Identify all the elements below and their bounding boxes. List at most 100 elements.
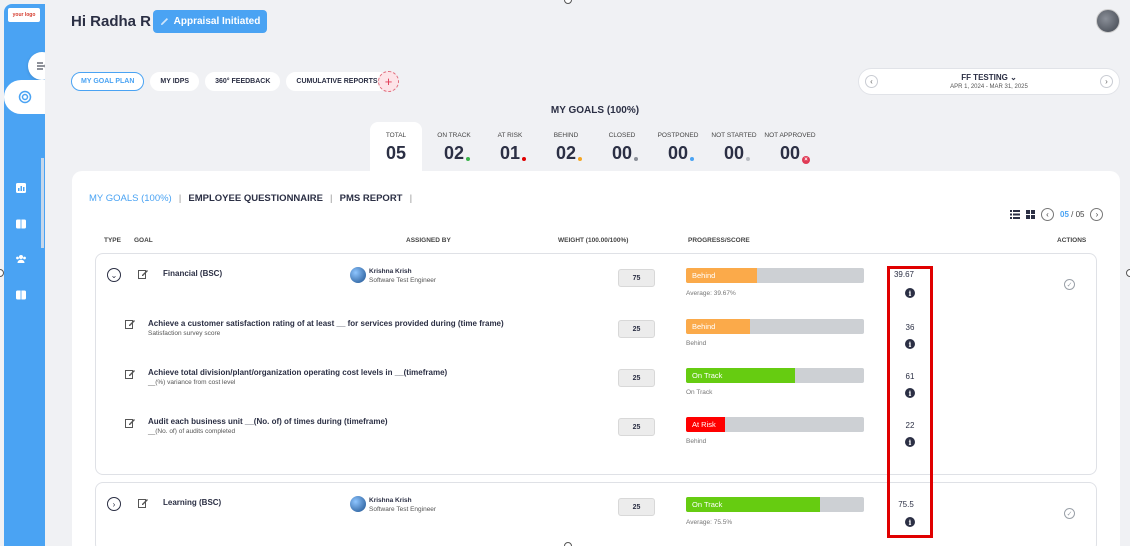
period-selector[interactable]: ‹ FF TESTING ⌄ APR 1, 2024 - MAR 31, 202… bbox=[858, 68, 1120, 95]
period-name[interactable]: FF TESTING ⌄ bbox=[961, 73, 1017, 82]
progress-status: At Risk bbox=[692, 420, 716, 429]
stat-on-track[interactable]: ON TRACK 02 bbox=[437, 132, 471, 163]
progress-bar: At Risk bbox=[686, 417, 864, 432]
progress-status: On Track bbox=[692, 371, 723, 380]
tab-360-feedback[interactable]: 360° FEEDBACK bbox=[205, 72, 281, 91]
status-dot bbox=[690, 157, 695, 161]
company-logo: your logo bbox=[8, 8, 40, 22]
goals-card: MY GOALS (100%) | EMPLOYEE QUESTIONNAIRE |… bbox=[72, 171, 1120, 546]
period-dates: APR 1, 2024 - MAR 31, 2025 bbox=[950, 84, 1028, 90]
goal-type-icon bbox=[125, 370, 135, 379]
column-header-type: TYPE bbox=[104, 237, 121, 244]
status-dot bbox=[578, 157, 583, 161]
info-icon[interactable]: i bbox=[905, 437, 915, 447]
goal-title[interactable]: Achieve total division/plant/organizatio… bbox=[148, 368, 448, 377]
pager-prev-button[interactable]: ‹ bbox=[1041, 208, 1054, 221]
stat-behind[interactable]: BEHIND 02 bbox=[538, 122, 594, 174]
score-value: 39.67 bbox=[893, 270, 915, 279]
table-row[interactable]: Audit each business unit __(No. of) of t… bbox=[96, 405, 1096, 454]
stat-not-approved[interactable]: NOT APPROVED 00 × bbox=[764, 132, 816, 164]
tab-cumulative-reports[interactable]: CUMULATIVE REPORTS bbox=[286, 72, 388, 91]
expand-button[interactable]: › bbox=[107, 497, 121, 511]
goal-title[interactable]: Financial (BSC) bbox=[163, 269, 223, 278]
info-icon[interactable]: i bbox=[905, 288, 915, 298]
check-circle-icon[interactable]: ✓ bbox=[1064, 508, 1075, 519]
progress-caption: On Track bbox=[686, 389, 713, 396]
table-row[interactable]: ⌄ Financial (BSC) Krishna Krish Software… bbox=[96, 254, 1096, 306]
assignee-role: Software Test Engineer bbox=[369, 277, 437, 284]
list-view-icon[interactable] bbox=[1010, 210, 1020, 219]
goals-icon bbox=[18, 90, 31, 104]
table-row[interactable]: Achieve total division/plant/organizatio… bbox=[96, 356, 1096, 405]
weight-value: 75 bbox=[618, 269, 655, 287]
score-value: 36 bbox=[905, 323, 915, 332]
collapse-icon bbox=[37, 62, 48, 70]
resize-handle-bottom[interactable] bbox=[564, 542, 572, 546]
column-header-goal: GOAL bbox=[134, 237, 153, 244]
progress-caption: Behind bbox=[686, 340, 707, 347]
add-button[interactable]: + bbox=[378, 71, 399, 92]
book-icon[interactable] bbox=[15, 218, 27, 230]
assignee-name: Krishna Krish bbox=[369, 268, 412, 275]
score-value: 61 bbox=[905, 372, 915, 381]
goal-title[interactable]: Audit each business unit __(No. of) of t… bbox=[148, 417, 388, 426]
period-next-button[interactable]: › bbox=[1100, 75, 1113, 88]
pager-status: 05 / 05 bbox=[1060, 210, 1085, 219]
stat-total[interactable]: TOTAL 05 bbox=[370, 122, 422, 174]
subtab-pms-report[interactable]: PMS REPORT bbox=[339, 193, 403, 204]
period-prev-button[interactable]: ‹ bbox=[865, 75, 878, 88]
resize-handle-right[interactable] bbox=[1126, 269, 1130, 277]
tab-my-goal-plan[interactable]: MY GOAL PLAN bbox=[71, 72, 145, 91]
chart-icon[interactable] bbox=[15, 182, 27, 194]
progress-fill bbox=[686, 497, 821, 512]
goal-type-icon bbox=[138, 270, 148, 279]
status-dot bbox=[522, 157, 527, 161]
appraisal-status-label: Appraisal Initiated bbox=[173, 16, 261, 27]
user-avatar[interactable] bbox=[1096, 9, 1120, 33]
collapse-button[interactable]: ⌄ bbox=[107, 268, 121, 282]
view-tools: ‹ 05 / 05 › bbox=[1010, 208, 1104, 221]
info-icon[interactable]: i bbox=[905, 388, 915, 398]
book-open-icon[interactable] bbox=[15, 289, 27, 301]
subtab-my-goals[interactable]: MY GOALS (100%) bbox=[89, 193, 172, 204]
grid-view-icon[interactable] bbox=[1026, 210, 1035, 219]
info-icon[interactable]: i bbox=[905, 339, 915, 349]
weight-value: 25 bbox=[618, 320, 655, 338]
stat-postponed[interactable]: POSTPONED 00 bbox=[657, 132, 699, 163]
score-value: 75.5 bbox=[898, 500, 914, 509]
appraisal-status-button[interactable]: Appraisal Initiated bbox=[153, 10, 267, 33]
stat-at-risk[interactable]: AT RISK 01 bbox=[482, 122, 538, 174]
column-header-progress: PROGRESS/SCORE bbox=[688, 237, 750, 244]
assignee-avatar bbox=[350, 496, 366, 512]
greeting: Hi Radha R bbox=[71, 13, 152, 30]
sidebar-scrollbar[interactable] bbox=[41, 158, 44, 248]
table-row[interactable]: Achieve a customer satisfaction rating o… bbox=[96, 306, 1096, 356]
tab-my-idps[interactable]: MY IDPS bbox=[150, 72, 200, 91]
progress-status: Behind bbox=[692, 322, 716, 331]
status-dot bbox=[634, 157, 639, 161]
table-row[interactable]: › Learning (BSC) Krishna Krish Software … bbox=[96, 483, 1096, 545]
sidebar-item-goals[interactable] bbox=[4, 80, 45, 114]
chevron-right-icon: › bbox=[1105, 77, 1108, 86]
chevron-down-icon: ⌄ bbox=[1010, 73, 1017, 82]
subtab-employee-questionnaire[interactable]: EMPLOYEE QUESTIONNAIRE bbox=[188, 193, 323, 204]
assignee-avatar bbox=[350, 267, 366, 283]
info-icon[interactable]: i bbox=[905, 517, 915, 527]
status-dot bbox=[746, 157, 751, 161]
team-icon[interactable] bbox=[15, 253, 27, 265]
status-dot bbox=[466, 157, 471, 161]
goal-subtitle: Satisfaction survey score bbox=[148, 330, 221, 337]
stat-not-started[interactable]: NOT STARTED 00 bbox=[711, 132, 757, 163]
progress-status: Behind bbox=[692, 271, 716, 280]
progress-caption: Behind bbox=[686, 438, 707, 445]
pager-next-button[interactable]: › bbox=[1090, 208, 1104, 221]
chevron-right-icon: › bbox=[1095, 210, 1099, 219]
progress-bar: On Track bbox=[686, 497, 864, 512]
goal-title[interactable]: Achieve a customer satisfaction rating o… bbox=[148, 319, 504, 328]
main-content: Hi Radha R Appraisal Initiated MY GOAL P… bbox=[45, 0, 1130, 546]
stat-closed[interactable]: CLOSED 00 bbox=[594, 122, 650, 174]
goal-type-icon bbox=[125, 419, 135, 428]
goals-subtabs: MY GOALS (100%) | EMPLOYEE QUESTIONNAIRE |… bbox=[89, 193, 413, 204]
check-circle-icon[interactable]: ✓ bbox=[1064, 279, 1075, 290]
goal-title[interactable]: Learning (BSC) bbox=[163, 498, 222, 507]
